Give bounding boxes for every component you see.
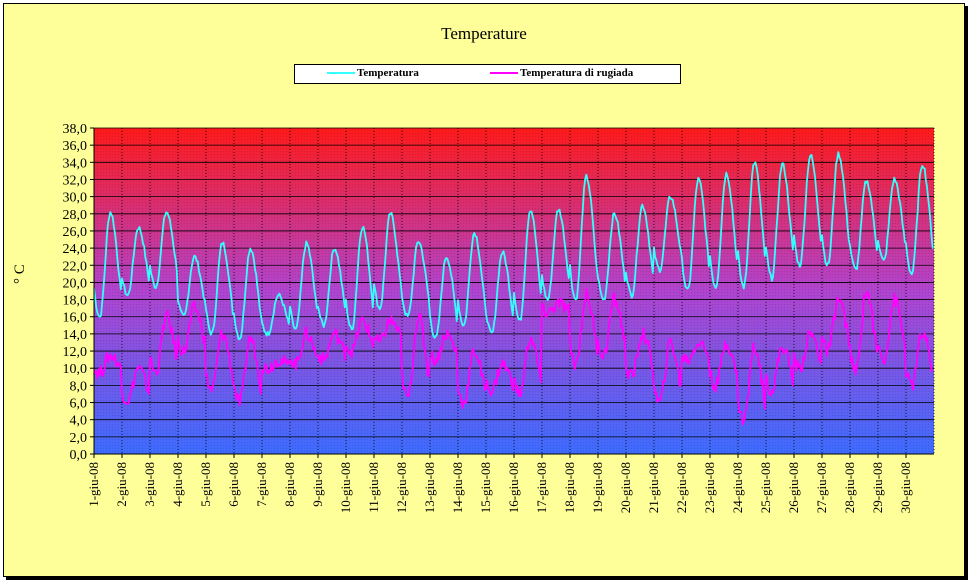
x-tick-label: 14-giu-08: [450, 462, 465, 513]
x-tick-label: 17-giu-08: [534, 462, 549, 513]
x-tick-label: 15-giu-08: [478, 462, 493, 513]
y-tick-label: 24,0: [63, 242, 88, 257]
y-tick-label: 2,0: [70, 431, 88, 446]
y-tick-label: 8,0: [70, 379, 88, 394]
y-tick-label: 12,0: [63, 345, 88, 360]
x-tick-label: 27-giu-08: [814, 462, 829, 513]
y-tick-label: 6,0: [70, 397, 88, 412]
x-tick-label: 3-giu-08: [142, 462, 157, 507]
y-tick-label: 0,0: [70, 448, 88, 463]
x-tick-label: 6-giu-08: [226, 462, 241, 507]
x-tick-label: 28-giu-08: [842, 462, 857, 513]
x-tick-label: 11-giu-08: [366, 462, 381, 513]
x-tick-label: 12-giu-08: [394, 462, 409, 513]
x-tick-label: 1-giu-08: [86, 462, 101, 507]
legend-label-rugiada: Temperatura di rugiada: [520, 67, 634, 79]
x-tick-label: 2-giu-08: [114, 462, 129, 507]
x-tick-label: 16-giu-08: [506, 462, 521, 513]
x-tick-label: 21-giu-08: [646, 462, 661, 513]
x-tick-label: 24-giu-08: [730, 462, 745, 513]
y-tick-label: 20,0: [63, 276, 88, 291]
y-tick-label: 36,0: [63, 139, 88, 154]
y-tick-label: 16,0: [63, 311, 88, 326]
x-tick-label: 19-giu-08: [590, 462, 605, 513]
x-tick-label: 9-giu-08: [310, 462, 325, 507]
legend-item-rugiada: Temperatura di rugiada: [490, 67, 633, 79]
x-tick-label: 22-giu-08: [674, 462, 689, 513]
plot-area: 0,0 2,0 4,0 6,0 8,0 10,0 12,0 14,0 16,0 18,0 20,0 2…: [63, 122, 935, 513]
legend-swatch-rugiada: [490, 72, 518, 74]
y-tick-label: 28,0: [63, 208, 88, 223]
y-tick-label: 10,0: [63, 362, 88, 377]
series-line-temperatura: [93, 151, 934, 341]
x-tick-label: 26-giu-08: [786, 462, 801, 513]
y-tick-label: 14,0: [63, 328, 88, 343]
x-tick-label: 29-giu-08: [870, 462, 885, 513]
x-tick-label: 5-giu-08: [198, 462, 213, 507]
x-tick-label: 23-giu-08: [702, 462, 717, 513]
chart-title: Temperature: [441, 24, 527, 43]
y-tick-label: 38,0: [63, 122, 88, 137]
x-tick-label: 18-giu-08: [562, 462, 577, 513]
x-tick-label: 30-giu-08: [898, 462, 913, 513]
x-tick-label: 13-giu-08: [422, 462, 437, 513]
y-tick-label: 30,0: [63, 191, 88, 206]
y-tick-label: 18,0: [63, 294, 88, 309]
x-tick-label: 25-giu-08: [758, 462, 773, 513]
series-line-rugiada: [93, 288, 934, 426]
y-tick-label: 4,0: [70, 414, 88, 429]
y-tick-label: 26,0: [63, 225, 88, 240]
legend-swatch-temperatura: [327, 72, 355, 74]
legend-item-temperatura: Temperatura: [327, 67, 419, 79]
legend: Temperatura Temperatura di rugiada: [294, 64, 681, 84]
x-tick-label: 7-giu-08: [254, 462, 269, 507]
legend-label-temperatura: Temperatura: [357, 67, 419, 79]
y-tick-label: 22,0: [63, 259, 88, 274]
y-tick-label: 32,0: [63, 173, 88, 188]
x-tick-label: 10-giu-08: [338, 462, 353, 513]
x-tick-label: 20-giu-08: [618, 462, 633, 513]
chart-frame: Temperature Temperatura Temperatura di r…: [3, 3, 965, 577]
x-tick-label: 8-giu-08: [282, 462, 297, 507]
y-tick-label: 34,0: [63, 156, 88, 171]
x-tick-label: 4-giu-08: [170, 462, 185, 507]
